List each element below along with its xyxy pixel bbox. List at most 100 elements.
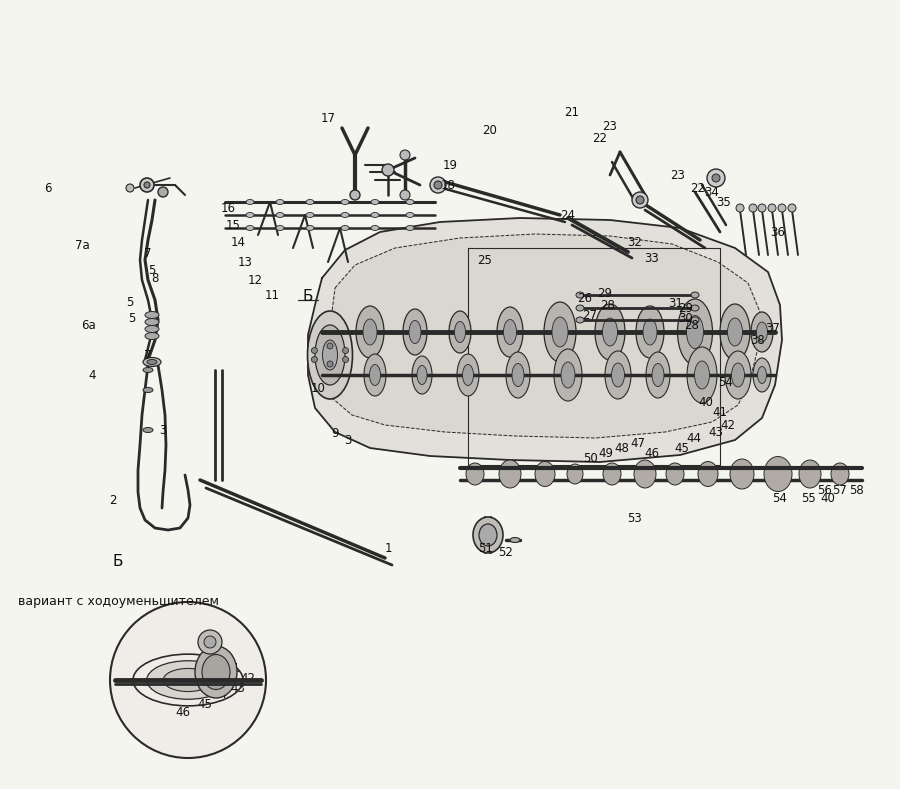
Text: 43: 43 xyxy=(708,425,724,439)
Text: 52: 52 xyxy=(499,547,513,559)
Text: 6: 6 xyxy=(44,181,52,195)
Circle shape xyxy=(400,150,410,160)
Text: 13: 13 xyxy=(238,256,252,268)
Ellipse shape xyxy=(341,200,349,204)
Ellipse shape xyxy=(195,646,237,698)
Text: 27: 27 xyxy=(582,308,598,321)
Ellipse shape xyxy=(457,354,479,396)
Ellipse shape xyxy=(364,354,386,396)
Text: 48: 48 xyxy=(615,442,629,454)
Ellipse shape xyxy=(246,212,254,218)
Ellipse shape xyxy=(576,317,584,323)
Text: 45: 45 xyxy=(675,442,689,454)
Ellipse shape xyxy=(406,200,414,204)
Circle shape xyxy=(158,187,168,197)
Ellipse shape xyxy=(506,352,530,398)
Text: 40: 40 xyxy=(821,492,835,504)
Ellipse shape xyxy=(322,340,338,370)
Ellipse shape xyxy=(466,463,484,485)
Ellipse shape xyxy=(363,319,377,345)
Text: 45: 45 xyxy=(198,698,212,712)
Ellipse shape xyxy=(576,292,584,298)
Text: 23: 23 xyxy=(670,169,686,181)
Ellipse shape xyxy=(691,317,699,323)
Ellipse shape xyxy=(315,325,345,385)
Text: 29: 29 xyxy=(679,301,694,315)
Text: 38: 38 xyxy=(751,334,765,346)
Text: Б: Б xyxy=(302,289,313,304)
Text: 6а: 6а xyxy=(81,319,95,331)
Text: 47: 47 xyxy=(631,436,645,450)
Text: 14: 14 xyxy=(230,235,246,249)
Ellipse shape xyxy=(449,311,471,353)
Ellipse shape xyxy=(691,292,699,298)
Ellipse shape xyxy=(751,312,773,352)
Text: 58: 58 xyxy=(849,484,863,496)
Ellipse shape xyxy=(145,326,159,332)
Circle shape xyxy=(144,182,150,188)
Circle shape xyxy=(382,164,394,176)
Text: 7: 7 xyxy=(144,349,152,361)
Text: 15: 15 xyxy=(226,219,240,231)
Ellipse shape xyxy=(510,537,520,543)
Circle shape xyxy=(327,343,333,349)
Circle shape xyxy=(311,357,318,362)
Ellipse shape xyxy=(276,212,284,218)
Ellipse shape xyxy=(341,212,349,218)
Ellipse shape xyxy=(687,316,704,349)
Ellipse shape xyxy=(678,299,713,365)
Polygon shape xyxy=(308,218,782,462)
Ellipse shape xyxy=(246,226,254,230)
Ellipse shape xyxy=(412,356,432,394)
Circle shape xyxy=(434,181,442,189)
Text: 54: 54 xyxy=(772,492,788,504)
Ellipse shape xyxy=(143,368,153,372)
Text: 42: 42 xyxy=(240,671,256,685)
Ellipse shape xyxy=(595,304,625,360)
Circle shape xyxy=(736,204,744,212)
Text: 5: 5 xyxy=(129,312,136,324)
Ellipse shape xyxy=(406,212,414,218)
Ellipse shape xyxy=(409,320,421,343)
Ellipse shape xyxy=(554,349,582,401)
Ellipse shape xyxy=(145,319,159,326)
Ellipse shape xyxy=(371,212,379,218)
Ellipse shape xyxy=(406,226,414,230)
Ellipse shape xyxy=(725,351,751,399)
Circle shape xyxy=(632,192,648,208)
Text: 11: 11 xyxy=(265,289,280,301)
Circle shape xyxy=(343,347,348,353)
Text: 56: 56 xyxy=(817,484,833,496)
Circle shape xyxy=(126,184,134,192)
Text: 1: 1 xyxy=(384,541,392,555)
Ellipse shape xyxy=(757,322,768,342)
Text: 24: 24 xyxy=(561,208,575,222)
Ellipse shape xyxy=(143,387,153,392)
Ellipse shape xyxy=(552,317,568,347)
Ellipse shape xyxy=(698,462,718,487)
Ellipse shape xyxy=(753,358,771,392)
Text: 53: 53 xyxy=(627,511,643,525)
Circle shape xyxy=(778,204,786,212)
Ellipse shape xyxy=(503,320,517,345)
Ellipse shape xyxy=(831,463,849,485)
Ellipse shape xyxy=(306,200,314,204)
Ellipse shape xyxy=(356,306,384,358)
Ellipse shape xyxy=(202,655,230,690)
Circle shape xyxy=(204,636,216,648)
Text: 16: 16 xyxy=(220,201,236,215)
Ellipse shape xyxy=(691,305,699,311)
Text: 33: 33 xyxy=(644,252,660,264)
Text: 28: 28 xyxy=(685,319,699,331)
Text: 40: 40 xyxy=(698,395,714,409)
Ellipse shape xyxy=(246,200,254,204)
Ellipse shape xyxy=(308,311,353,399)
Ellipse shape xyxy=(163,668,212,691)
Circle shape xyxy=(311,347,318,353)
Ellipse shape xyxy=(306,212,314,218)
Text: Б: Б xyxy=(112,555,123,570)
Ellipse shape xyxy=(145,332,159,339)
Ellipse shape xyxy=(499,460,521,488)
Circle shape xyxy=(768,204,776,212)
Ellipse shape xyxy=(652,364,664,387)
